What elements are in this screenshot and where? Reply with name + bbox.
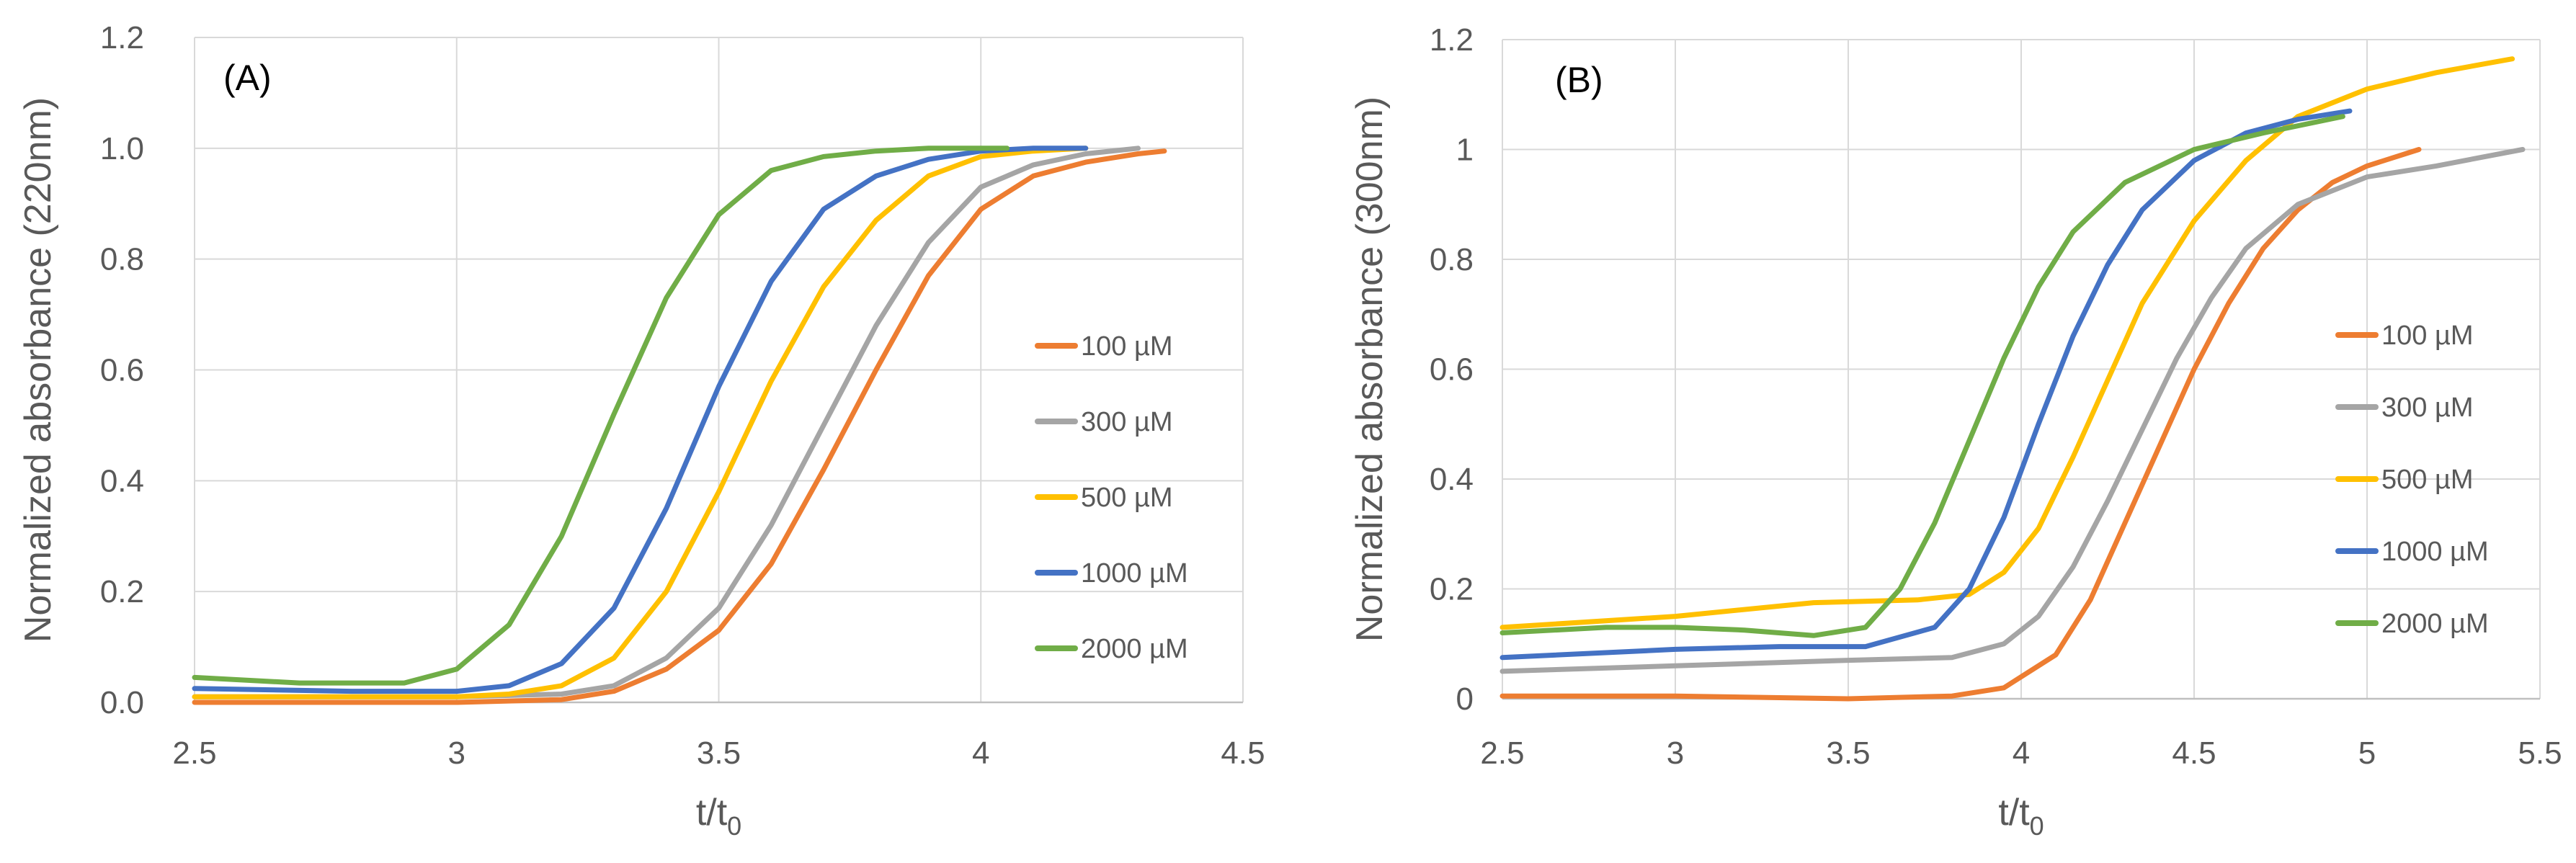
y-axis-title: Normalized absorbance (300nm) — [1349, 97, 1391, 642]
series-line-2000m — [192, 146, 1010, 686]
legend: 100 µM 300 µM 500 µM 1000 µM 2000 µM — [1035, 331, 1188, 664]
chart-panel-0: 0.0 0.2 0.4 0.6 0.8 1.0 1.2 2.5 3 3.5 4 4.5 100 µM 30… — [17, 20, 1265, 841]
chart-panel-1: 0 0.2 0.4 0.6 0.8 1 1.2 2.5 3 3.5 4 4.5 5 5.5 100 µM 30… — [1349, 22, 2562, 841]
panel-label: (A) — [223, 58, 272, 98]
y-tick-label: 0.2 — [1430, 572, 1474, 607]
series-line-300m — [1499, 147, 2526, 674]
y-tick-label: 1 — [1456, 133, 1474, 168]
x-tick-label: 3 — [1667, 735, 1684, 771]
y-tick-label: 0.4 — [1430, 462, 1474, 497]
y-tick-label: 1.2 — [100, 20, 144, 55]
legend-label: 100 µM — [1081, 331, 1173, 362]
x-tick-label: 5 — [2358, 735, 2376, 771]
x-tick-label: 2.5 — [172, 735, 216, 771]
legend-label: 2000 µM — [1081, 634, 1188, 664]
legend-label: 1000 µM — [1081, 558, 1188, 589]
x-tick-label: 4.5 — [2172, 735, 2216, 771]
series-line-1000m — [192, 146, 1089, 694]
legend-label: 500 µM — [2381, 465, 2474, 495]
y-tick-label: 0.4 — [100, 463, 144, 498]
x-tick-label: 2.5 — [1480, 735, 1524, 771]
x-tick-label: 4 — [2013, 735, 2030, 771]
y-tick-label: 0.8 — [1430, 242, 1474, 277]
x-axis-title: t/t0 — [1998, 792, 2044, 841]
x-tick-label: 5.5 — [2518, 735, 2562, 771]
series-line-2000m — [1499, 114, 2345, 638]
x-tick-label: 3.5 — [697, 735, 741, 771]
y-tick-label: 0 — [1456, 681, 1474, 717]
series-line-500m — [1499, 56, 2515, 630]
panel-label: (B) — [1555, 60, 1603, 100]
y-tick-label: 0.8 — [100, 242, 144, 277]
y-tick-label: 0.6 — [1430, 352, 1474, 388]
legend-label: 300 µM — [1081, 407, 1173, 437]
x-tick-label: 3 — [448, 735, 465, 771]
series-line-100m — [192, 148, 1167, 705]
legend-label: 500 µM — [1081, 483, 1173, 513]
legend-label: 300 µM — [2381, 393, 2474, 423]
y-tick-label: 1.0 — [100, 131, 144, 166]
series-line-300m — [192, 146, 1141, 699]
y-tick-label: 1.2 — [1430, 22, 1474, 58]
legend-label: 2000 µM — [2381, 609, 2489, 639]
x-tick-label: 4.5 — [1221, 735, 1265, 771]
series-line-500m — [192, 146, 1089, 699]
x-tick-label: 4 — [972, 735, 989, 771]
y-axis-title: Normalized absorbance (220nm) — [17, 97, 59, 643]
legend: 100 µM 300 µM 500 µM 1000 µM 2000 µM — [2335, 321, 2489, 639]
legend-label: 100 µM — [2381, 321, 2474, 351]
legend-label: 1000 µM — [2381, 537, 2489, 567]
y-tick-label: 0.6 — [100, 353, 144, 388]
x-axis-title: t/t0 — [696, 792, 741, 841]
y-tick-label: 0.2 — [100, 574, 144, 609]
x-tick-label: 3.5 — [1826, 735, 1870, 771]
y-tick-label: 0.0 — [100, 685, 144, 720]
series-line-1000m — [1499, 108, 2353, 661]
